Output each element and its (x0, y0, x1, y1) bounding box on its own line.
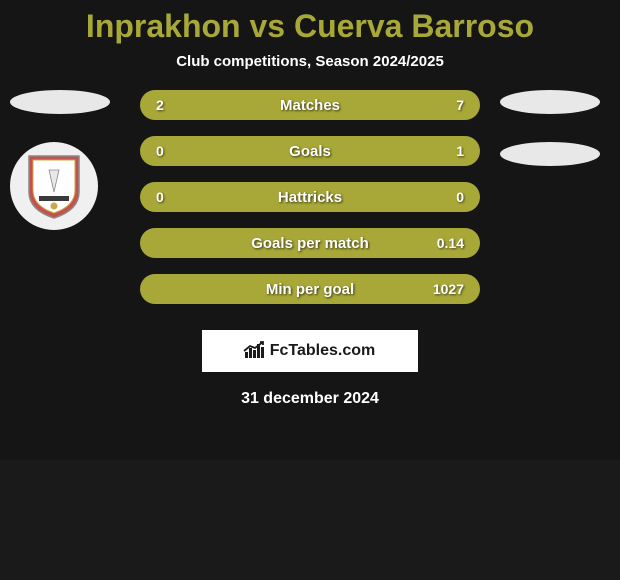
stat-row: 2 Matches 7 (140, 90, 480, 120)
stat-right-value: 0.14 (434, 235, 464, 251)
stat-row: 0 Goals 1 (140, 136, 480, 166)
stat-label: Goals (289, 143, 331, 160)
subtitle: Club competitions, Season 2024/2025 (0, 53, 620, 70)
stat-left-value: 0 (156, 189, 186, 205)
stat-left-value: 2 (156, 97, 186, 113)
player2-name: Cuerva Barroso (294, 8, 534, 44)
chart-icon (245, 344, 264, 358)
stats-list: 2 Matches 7 0 Goals 1 0 Hattricks 0 Goal… (140, 90, 480, 320)
footer-brand-text: FcTables.com (270, 342, 376, 360)
team-crest (10, 142, 98, 230)
stat-row: 0 Hattricks 0 (140, 182, 480, 212)
stat-right-value: 7 (434, 97, 464, 113)
stat-label: Matches (280, 97, 340, 114)
shield-icon (25, 152, 83, 220)
right-badges (500, 90, 600, 194)
stat-label: Hattricks (278, 189, 342, 206)
date-label: 31 december 2024 (0, 390, 620, 408)
footer-logo[interactable]: FcTables.com (202, 330, 418, 372)
stat-right-value: 0 (434, 189, 464, 205)
stat-label: Goals per match (251, 235, 369, 252)
stat-row: Min per goal 1027 (140, 274, 480, 304)
left-badges (10, 90, 110, 230)
stat-row: Goals per match 0.14 (140, 228, 480, 258)
stat-right-value: 1027 (433, 281, 464, 297)
badge-placeholder (500, 142, 600, 166)
badge-placeholder (10, 90, 110, 114)
stat-label: Min per goal (266, 281, 354, 298)
page-title: Inprakhon vs Cuerva Barroso (0, 8, 620, 45)
stat-right-value: 1 (434, 143, 464, 159)
vs-label: vs (249, 8, 285, 44)
player1-name: Inprakhon (86, 8, 241, 44)
stat-left-value: 0 (156, 143, 186, 159)
badge-placeholder (500, 90, 600, 114)
